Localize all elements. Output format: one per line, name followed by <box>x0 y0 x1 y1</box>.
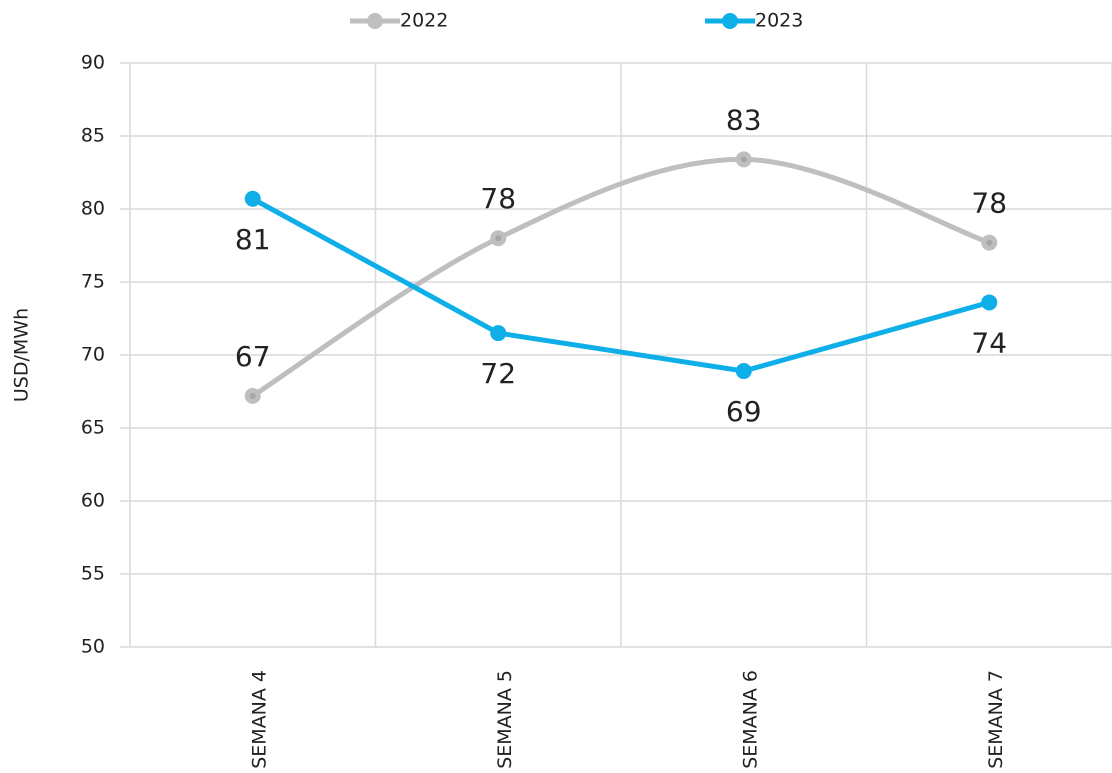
x-tick-label: SEMANA 4 <box>248 670 270 769</box>
point-center <box>986 239 993 246</box>
point-center <box>249 392 256 399</box>
legend-label: 2023 <box>755 10 803 32</box>
series-line <box>251 196 990 374</box>
point <box>981 294 998 311</box>
y-tick-label: 85 <box>81 125 105 147</box>
y-tick-label: 55 <box>81 563 105 585</box>
data-label: 72 <box>480 357 516 390</box>
y-tick-label: 90 <box>81 52 105 74</box>
data-label: 78 <box>971 187 1007 220</box>
data-label: 83 <box>726 103 762 136</box>
point <box>244 190 261 207</box>
x-tick-label: SEMANA 5 <box>494 670 516 769</box>
point-center <box>495 235 502 242</box>
legend-label: 2022 <box>400 10 448 32</box>
data-label: 69 <box>726 395 762 428</box>
point <box>490 325 507 342</box>
y-tick-label: 60 <box>81 490 105 512</box>
legend-marker <box>722 13 738 29</box>
y-tick-label: 50 <box>81 636 105 658</box>
series-line <box>251 156 991 398</box>
y-tick-label: 75 <box>81 271 105 293</box>
point <box>735 363 752 380</box>
x-tick-label: SEMANA 7 <box>985 670 1007 769</box>
point-center <box>740 156 747 163</box>
x-tick-label: SEMANA 6 <box>739 670 761 769</box>
y-tick-label: 65 <box>81 417 105 439</box>
data-label: 67 <box>235 340 271 373</box>
data-label: 74 <box>971 326 1007 359</box>
data-label: 78 <box>480 182 516 215</box>
y-tick-label: 70 <box>81 344 105 366</box>
data-label: 81 <box>235 223 271 256</box>
legend-marker <box>367 13 383 29</box>
y-tick-label: 80 <box>81 198 105 220</box>
y-axis-label: USD/MWh <box>11 308 33 402</box>
